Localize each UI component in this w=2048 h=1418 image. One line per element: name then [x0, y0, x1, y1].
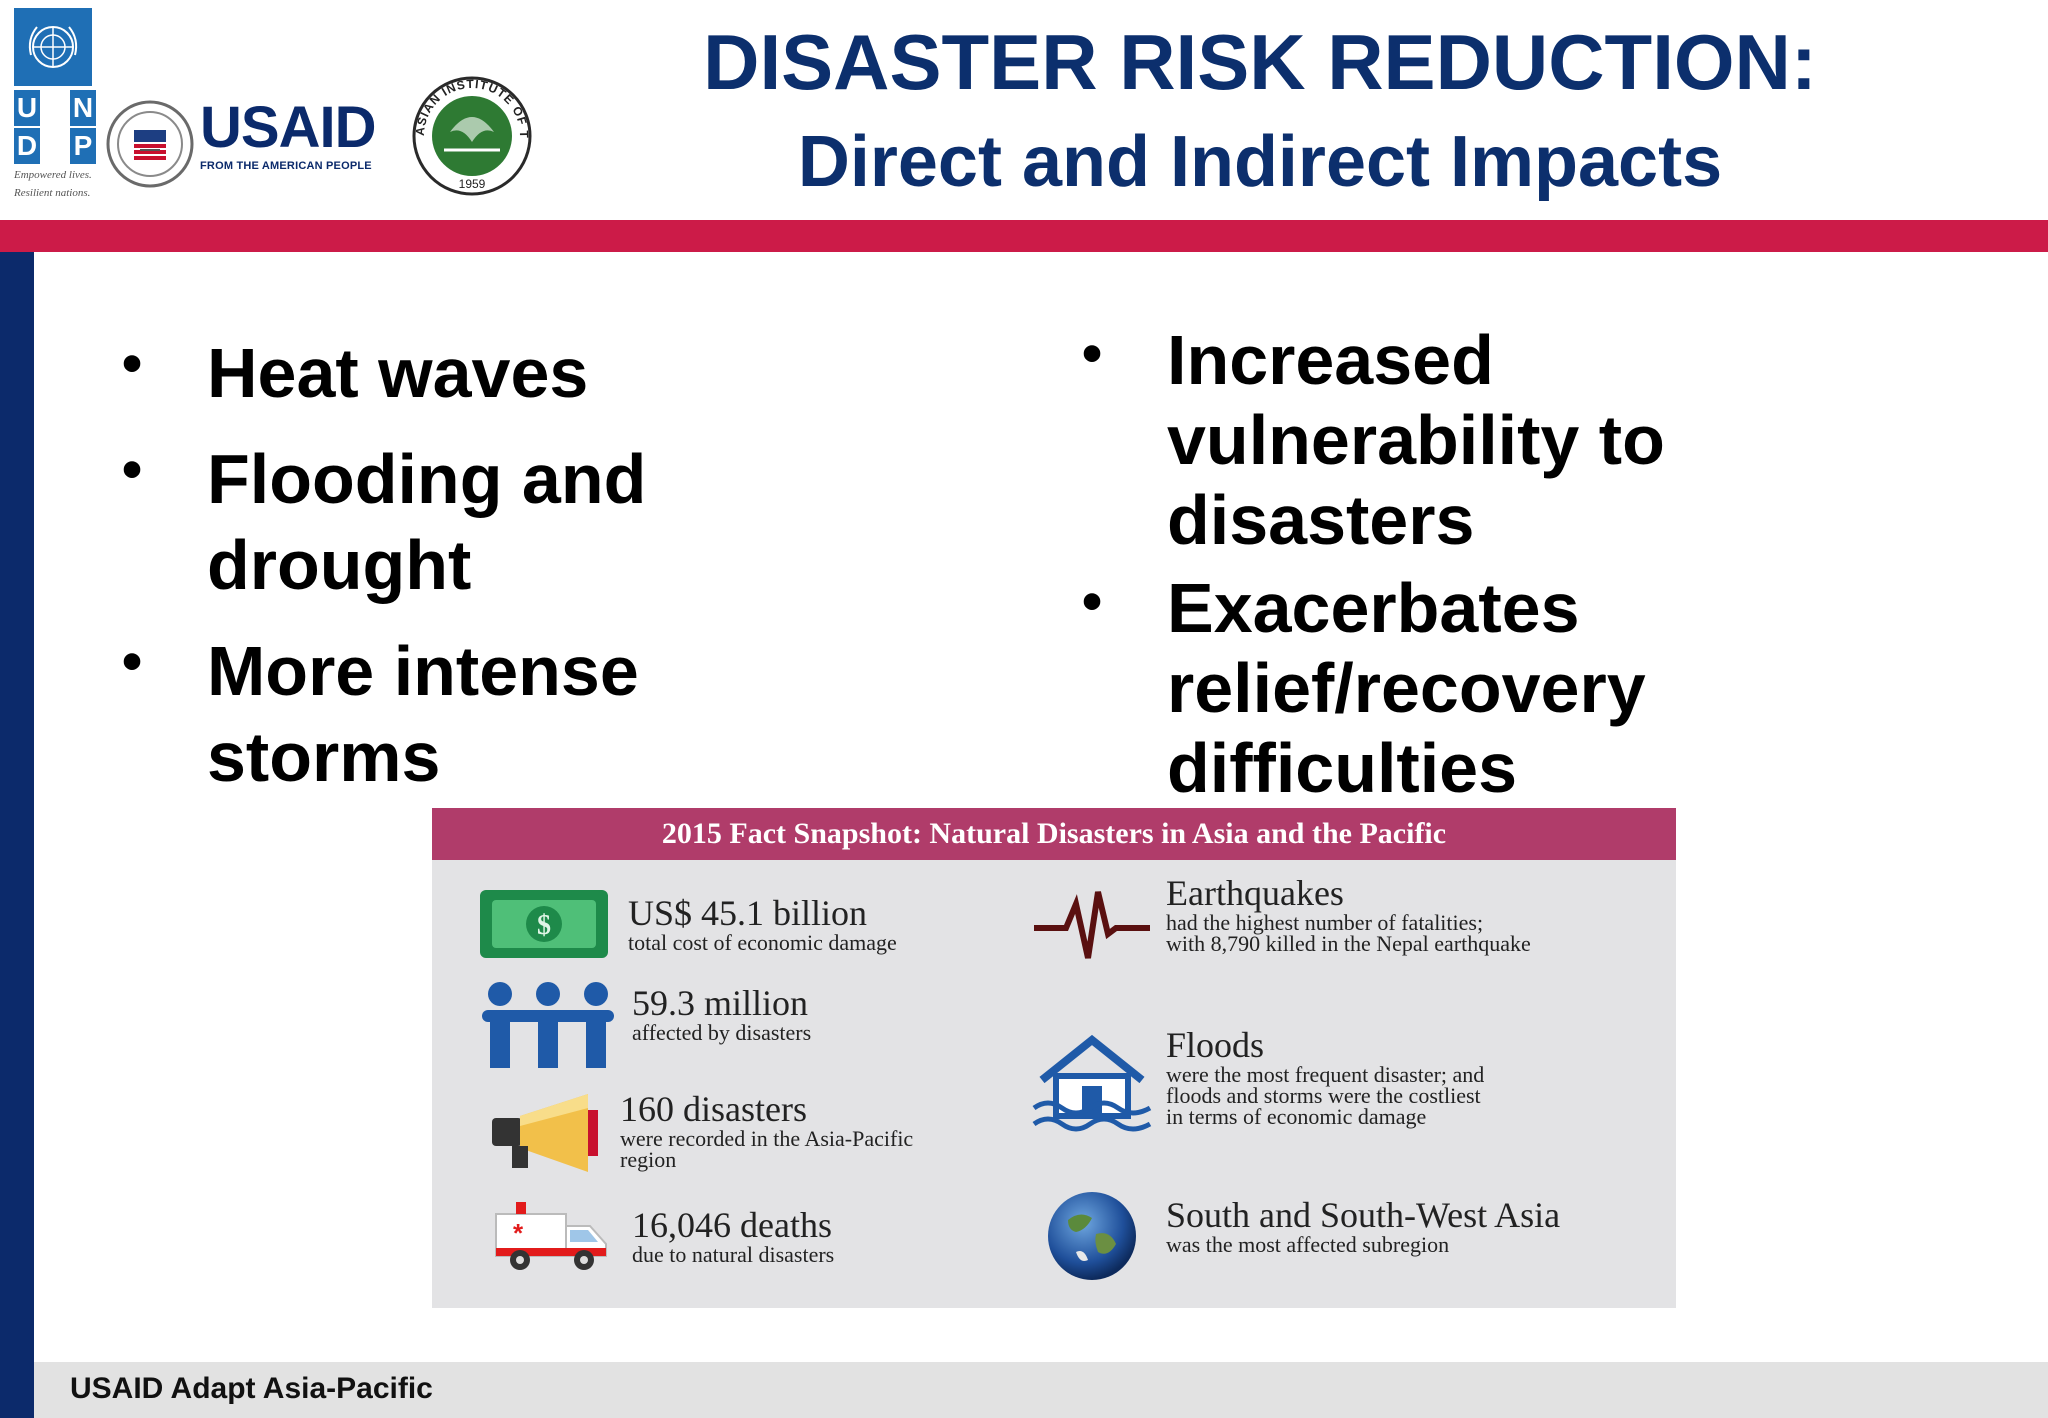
fact-detail: region — [620, 1147, 677, 1172]
fact-detail: in terms of economic damage — [1166, 1104, 1427, 1129]
fact-headline: 160 disasters — [620, 1089, 807, 1129]
page-subtitle: Direct and Indirect Impacts — [797, 122, 1723, 202]
fact-headline: Earthquakes — [1166, 873, 1344, 913]
fact-detail: with 8,790 killed in the Nepal earthquak… — [1166, 931, 1531, 956]
fact-item: Floods were the most frequent disaster; … — [1166, 1025, 1485, 1129]
fact-item: 59.3 million affected by disasters — [632, 983, 812, 1045]
ait-year: 1959 — [459, 177, 486, 191]
ambulance-icon: * — [494, 1198, 610, 1279]
undp-logo: U N D P Empowered lives. Resilient natio… — [14, 8, 96, 200]
bullet-icon: • — [1081, 321, 1103, 386]
fact-headline: South and South-West Asia — [1166, 1195, 1561, 1235]
bullet-text: Exacerbates relief/recovery difficulties — [1167, 569, 1646, 807]
infographic-title: 2015 Fact Snapshot: Natural Disasters in… — [432, 808, 1676, 860]
fact-detail: had the highest number of fatalities; — [1166, 910, 1484, 935]
page-title: DISASTER RISK REDUCTION: — [703, 18, 1817, 106]
megaphone-icon — [492, 1088, 622, 1183]
bullet-item: • Flooding and drought — [112, 436, 1012, 608]
fact-item: Earthquakes had the highest number of fa… — [1166, 873, 1531, 956]
bullet-text: Heat waves — [207, 334, 589, 412]
undp-letter: U — [14, 90, 40, 126]
bullet-item: • Increased vulnerability to disasters — [1072, 320, 1972, 560]
fact-detail: were recorded in the Asia-Pacific — [620, 1126, 914, 1151]
fact-headline: Floods — [1166, 1025, 1265, 1065]
fact-detail: affected by disasters — [632, 1020, 812, 1045]
globe-icon — [1046, 1190, 1138, 1287]
header-divider — [0, 220, 2048, 252]
fact-item: 160 disasters were recorded in the Asia-… — [620, 1089, 914, 1172]
people-icon — [480, 980, 616, 1075]
money-icon: $ — [478, 888, 610, 965]
undp-tagline-2: Resilient nations. — [14, 187, 91, 199]
bullet-item: • Heat waves — [112, 330, 1012, 416]
undp-letter: D — [14, 128, 40, 164]
fact-headline: 59.3 million — [632, 983, 809, 1023]
bullet-item: • Exacerbates relief/recovery difficulti… — [1072, 568, 1972, 808]
undp-letter: N — [70, 90, 96, 126]
bullet-icon: • — [121, 331, 143, 396]
usaid-logo: USAID FROM THE AMERICAN PEOPLE — [200, 98, 400, 178]
undp-tagline-1: Empowered lives. — [14, 169, 92, 181]
undp-letter: P — [70, 128, 96, 164]
usaid-wordmark: USAID — [200, 95, 376, 160]
left-accent-bar — [0, 252, 34, 1418]
left-bullet-list: • Heat waves • Flooding and drought • Mo… — [112, 330, 1012, 820]
bullet-text: Increased vulnerability to disasters — [1167, 321, 1665, 559]
seismograph-icon — [1032, 886, 1152, 971]
bullet-text: More intense storms — [207, 632, 639, 796]
fact-item: 16,046 deaths due to natural disasters — [632, 1205, 835, 1267]
fact-headline: 16,046 deaths — [632, 1205, 832, 1245]
bullet-text: Flooding and drought — [207, 440, 647, 604]
fact-detail: was the most affected subregion — [1166, 1232, 1450, 1257]
fact-detail: were the most frequent disaster; and — [1166, 1062, 1485, 1087]
bullet-icon: • — [121, 437, 143, 502]
bullet-item: • More intense storms — [112, 628, 1012, 800]
usaid-subtitle: FROM THE AMERICAN PEOPLE — [200, 160, 372, 172]
fact-snapshot-infographic: 2015 Fact Snapshot: Natural Disasters in… — [432, 808, 1676, 1308]
un-emblem-icon — [14, 8, 92, 86]
fact-detail: due to natural disasters — [632, 1242, 835, 1267]
bullet-icon: • — [121, 629, 143, 694]
usaid-seal-icon — [106, 100, 194, 188]
fact-detail: total cost of economic damage — [628, 930, 897, 955]
right-bullet-list: • Increased vulnerability to disasters •… — [1072, 320, 1972, 816]
footer-bar — [34, 1362, 2048, 1418]
footer-text: USAID Adapt Asia-Pacific — [70, 1372, 433, 1405]
flooded-house-icon — [1032, 1034, 1152, 1139]
fact-detail: floods and storms were the costliest — [1166, 1083, 1481, 1108]
ait-logo-icon: ASIAN INSTITUTE OF TECHNOLOGY 1959 — [405, 61, 534, 200]
fact-item: US$ 45.1 billion total cost of economic … — [628, 893, 897, 955]
svg-text:*: * — [513, 1218, 524, 1248]
svg-text:$: $ — [537, 910, 551, 941]
fact-item: South and South-West Asia was the most a… — [1166, 1195, 1561, 1257]
fact-headline: US$ 45.1 billion — [628, 893, 868, 933]
bullet-icon: • — [1081, 569, 1103, 634]
